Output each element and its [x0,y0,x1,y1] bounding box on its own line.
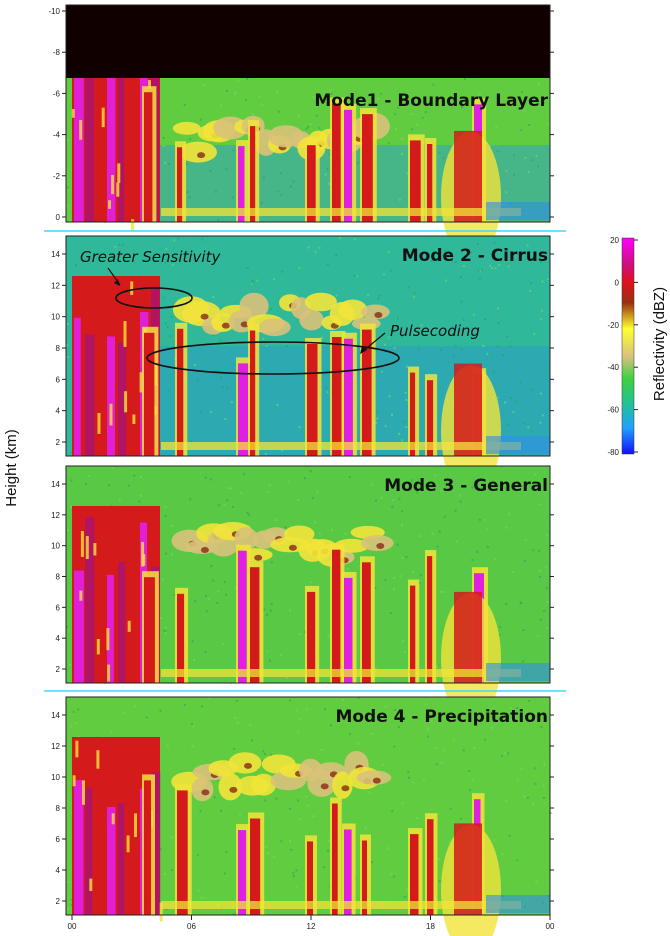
x-tick-label: 18 [426,922,435,931]
y-tick-label: -8 [53,48,61,57]
x-tick-label: 00 [68,922,77,931]
annotation-ellipse [115,287,193,309]
y-tick-label: 6 [56,375,61,384]
y-tick-label: 6 [56,835,61,844]
colorbar-tick-label: -80 [607,448,619,457]
annotations: Greater Sensitivity Pulsecoding [80,248,480,375]
clear-air-patch [486,202,550,220]
y-tick-label: 2 [56,665,61,674]
y-tick-label: 10 [51,313,60,322]
x-axis-ticks: 00 06 12 18 00 [68,915,555,931]
arrowhead-icon [360,346,367,354]
y-tick-label: 4 [56,634,61,643]
clear-air-patch [486,436,550,454]
annotation-ellipse [146,341,400,375]
late-storm-core [454,823,482,915]
colorbar-tick-label: 0 [615,278,620,287]
y-tick-label: -4 [53,131,61,140]
annotation-pulsecoding: Pulsecoding [390,322,480,340]
colorbar-tick-label: -20 [607,321,619,330]
cloud-layer [171,751,392,802]
colorbar-title: Reflectivity (dBZ) [651,287,668,401]
x-tick-label: 12 [307,922,316,931]
colorbar-gradient [621,237,635,455]
colorbar-tick-label: -40 [607,363,619,372]
panel-title: Mode 3 - General [384,476,548,496]
no-data-region [66,5,550,78]
panel-3: 14 12 10 8 6 4 2 Mode 3 - General [51,465,554,724]
y-tick-label: 6 [56,603,61,612]
y-tick-label: 0 [56,213,61,222]
annotation-arrow [361,332,386,353]
y-tick-label: 2 [56,897,61,906]
surface-band [161,208,521,216]
clear-air-patch [486,895,550,913]
panel-frame [65,696,551,916]
panel-4: 14 12 10 8 6 4 2 Mode 4 - Precipitation [51,696,554,936]
x-tick-label: 00 [546,922,555,931]
y-tick-label: 10 [51,542,60,551]
y-tick-label: 2 [56,438,61,447]
annotation-greater-sensitivity: Greater Sensitivity [80,248,221,266]
arrowhead-icon [114,279,120,286]
y-tick-label: 8 [56,344,61,353]
panel-title: Mode 2 - Cirrus [402,246,548,266]
colorbar-ticks: 20 0 -20 -40 -60 -80 [607,236,638,457]
panel-title: Mode 4 - Precipitation [335,707,548,727]
y-tick-label: 12 [51,281,60,290]
y-tick-label: 8 [56,573,61,582]
convective-columns [142,543,488,683]
colorbar-tick-label: 20 [610,236,619,245]
y-tick-label: 10 [51,773,60,782]
panel-1: -10 -8 -6 -4 -2 0 Mode1 - Boundary Layer [48,4,554,263]
y-tick-label: -6 [53,89,61,98]
clear-air-patch [486,663,550,681]
surface-band [161,669,521,677]
y-axis-title: Height (km) [3,429,20,507]
surface-band [161,442,521,450]
y-tick-label: 14 [51,250,60,259]
late-storm-core [454,130,482,222]
late-storm-core [454,363,482,456]
y-tick-label: 14 [51,480,60,489]
y-tick-label: 14 [51,711,60,720]
y-tick-label: 12 [51,511,60,520]
panel-title: Mode1 - Boundary Layer [314,91,548,111]
late-storm-core [454,591,482,683]
x-tick-label: 06 [187,922,196,931]
y-tick-label: -10 [48,7,60,16]
y-tick-label: -2 [53,172,61,181]
panel-frame [65,465,551,684]
panel-frame [65,235,551,457]
panel-frame [65,4,551,223]
y-tick-label: 4 [56,866,61,875]
colorbar-tick-label: -60 [607,406,619,415]
surface-band [161,901,521,909]
panels-group: -10 -8 -6 -4 -2 0 Mode1 - Boundary Layer 14 12 10… [48,4,554,936]
y-tick-label: 12 [51,742,60,751]
y-tick-label: 8 [56,804,61,813]
y-tick-label: 4 [56,407,61,416]
colorbar: 20 0 -20 -40 -60 -80 Reflectivity (dBZ) [607,236,668,457]
